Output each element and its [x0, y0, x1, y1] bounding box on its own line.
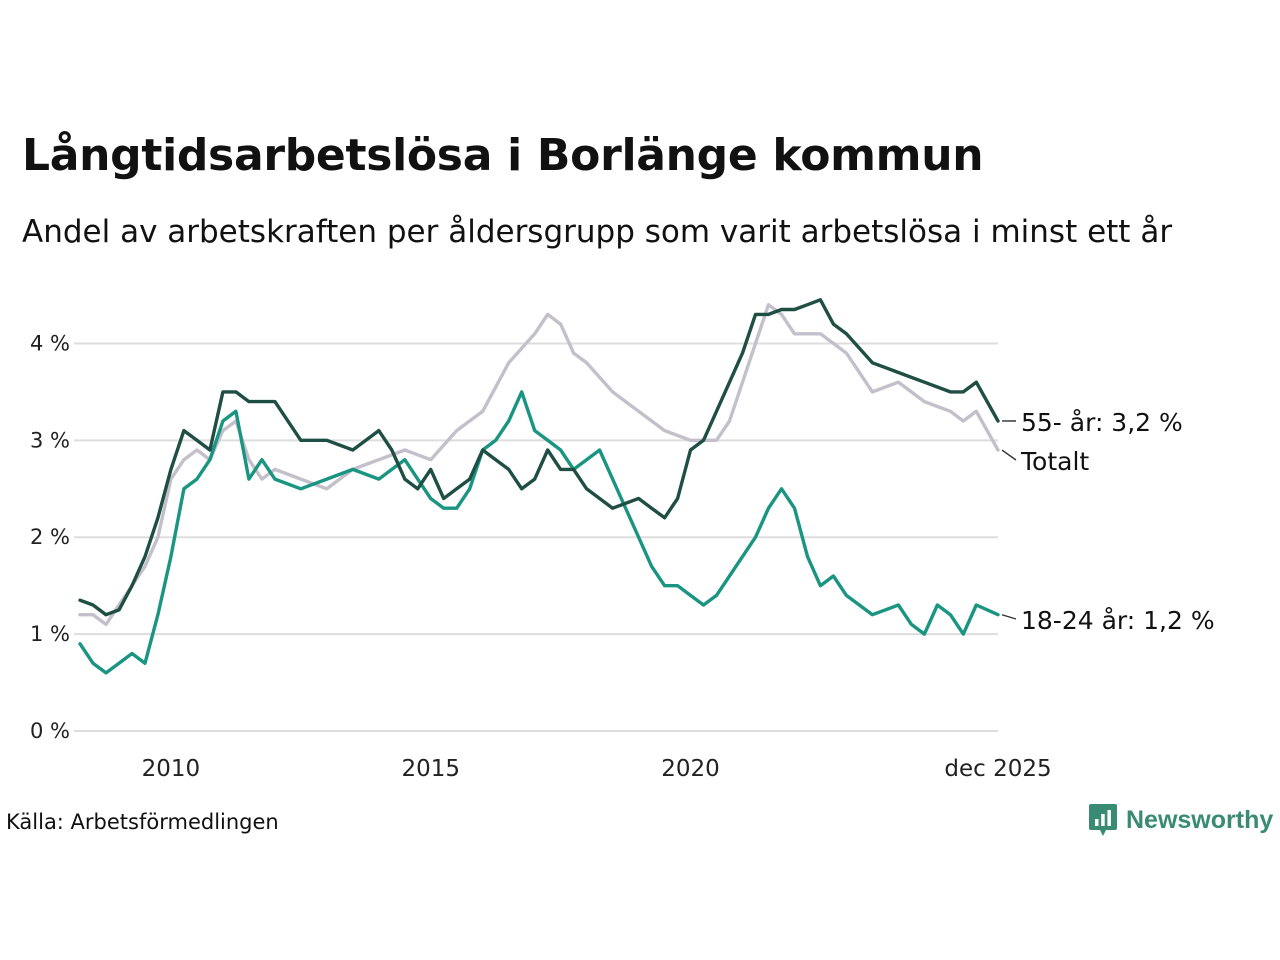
end-label-age18_24: 18-24 år: 1,2 % [1021, 606, 1215, 635]
leader-line-age18_24 [1001, 614, 1017, 620]
x-tick-label: 2020 [661, 756, 720, 782]
end-label-total: Totalt [1020, 447, 1089, 476]
y-tick-label: 4 % [30, 331, 70, 355]
grid-lines [74, 342, 998, 732]
chart-title: Långtidsarbetslösa i Borlänge kommun [22, 130, 984, 181]
series-end-labels: Totalt 55- år: 3,2 % 18-24 år: 1,2 % [1001, 408, 1215, 635]
x-axis-ticks: 2010 2015 2020 dec 2025 [142, 756, 1052, 782]
y-tick-label: 3 % [30, 428, 70, 452]
leader-line-total [1001, 449, 1017, 461]
chart-subtitle: Andel av arbetskraften per åldersgrupp s… [22, 214, 1173, 250]
x-tick-label: 2015 [401, 756, 460, 782]
y-axis-ticks: 0 % 1 % 2 % 3 % 4 % [30, 331, 70, 743]
series-lines [78, 298, 1000, 675]
series-line-total [78, 303, 1000, 627]
y-tick-label: 2 % [30, 525, 70, 549]
y-tick-label: 0 % [30, 719, 70, 743]
series-line-age18_24 [78, 390, 1000, 675]
x-tick-label: 2010 [142, 756, 201, 782]
source-note: Källa: Arbetsförmedlingen [6, 810, 279, 834]
end-label-age55: 55- år: 3,2 % [1021, 408, 1183, 437]
brand-name: Newsworthy [1126, 805, 1274, 834]
series-line-age55 [78, 298, 1000, 617]
x-tick-label: dec 2025 [944, 756, 1051, 782]
newsworthy-logo-icon [1089, 804, 1117, 836]
brand-logo: Newsworthy [1088, 802, 1273, 838]
y-tick-label: 1 % [30, 622, 70, 646]
